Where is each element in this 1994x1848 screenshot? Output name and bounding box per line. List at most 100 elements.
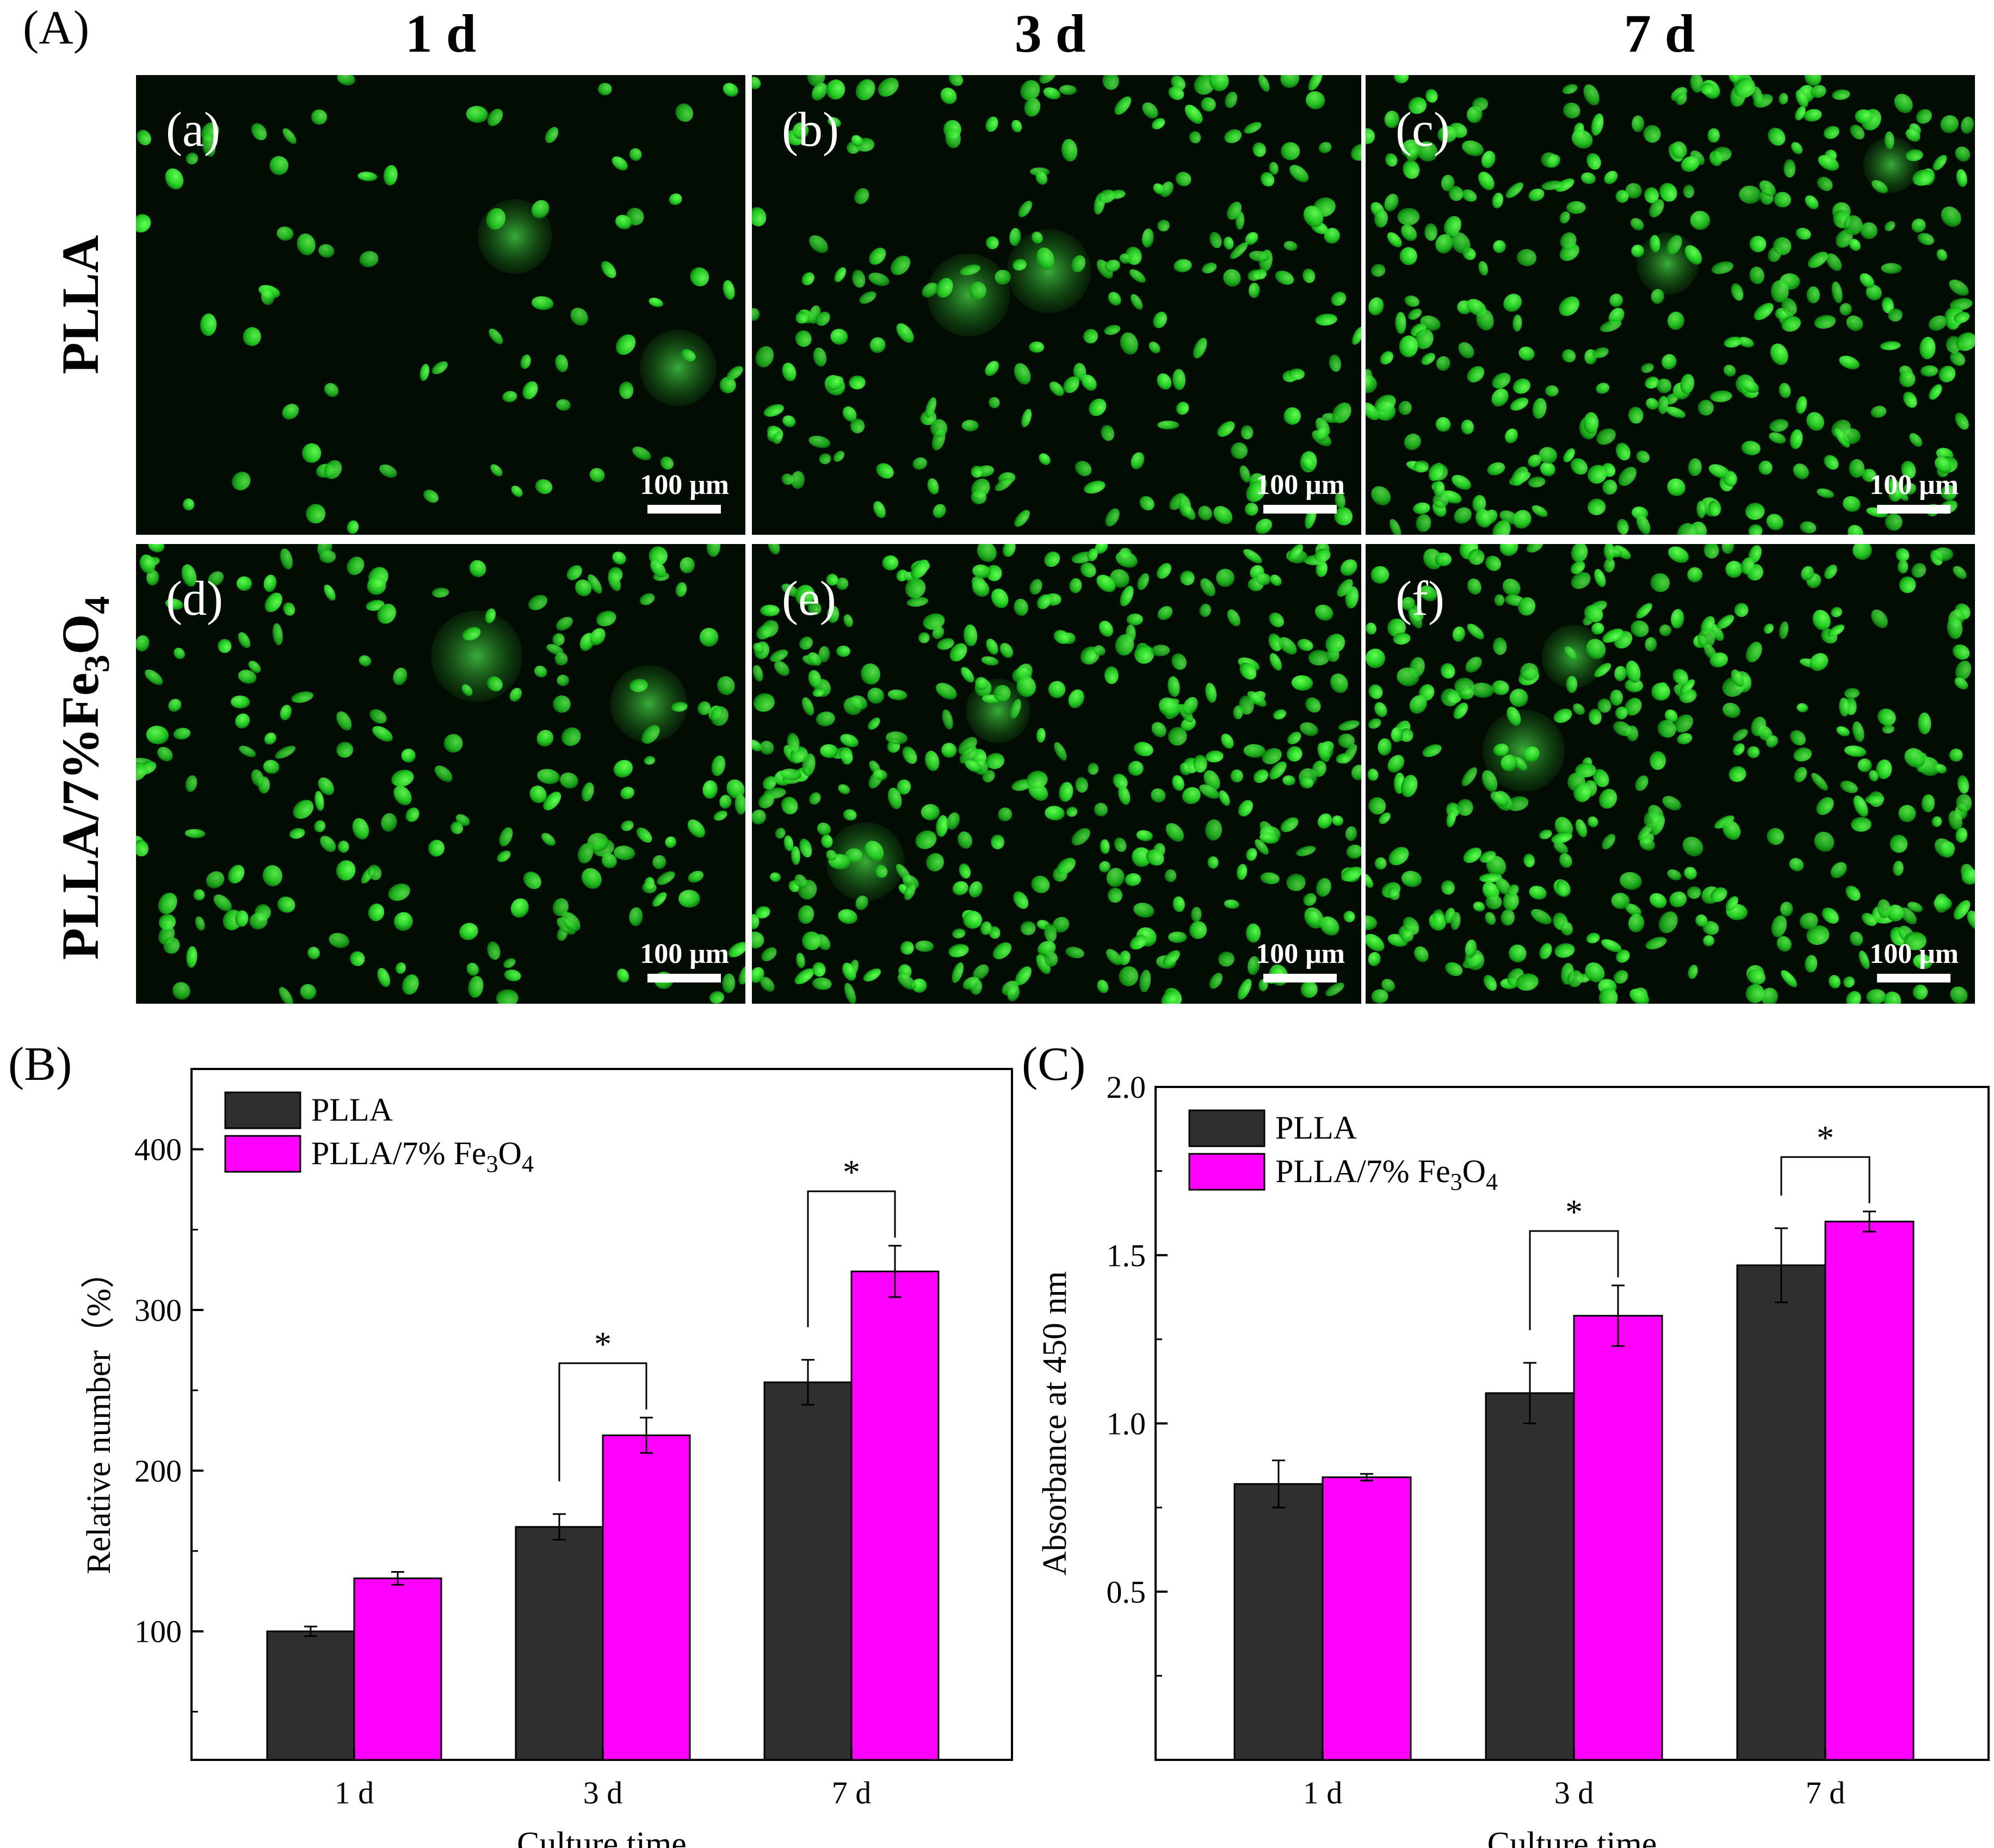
cell xyxy=(1967,910,1975,930)
cell xyxy=(232,472,251,491)
cell xyxy=(888,787,902,809)
cell xyxy=(1828,625,1845,637)
cell xyxy=(1478,171,1495,190)
cell xyxy=(1159,697,1180,718)
cell xyxy=(1541,180,1563,190)
cell xyxy=(752,77,761,90)
cell xyxy=(1724,364,1736,377)
cell xyxy=(1368,951,1381,967)
cell xyxy=(1371,264,1386,277)
cell xyxy=(320,836,336,852)
cell xyxy=(1409,695,1427,714)
cell xyxy=(1758,460,1773,475)
cell xyxy=(1421,353,1435,365)
cell xyxy=(780,768,801,781)
cell xyxy=(1153,183,1164,195)
bar-plla-1d xyxy=(1233,1483,1324,1761)
cell xyxy=(809,792,821,805)
cell xyxy=(1776,936,1792,952)
cell xyxy=(688,870,704,883)
cell xyxy=(1391,727,1403,743)
cell xyxy=(511,485,523,497)
cell xyxy=(235,910,249,927)
cell xyxy=(972,579,990,597)
micro-image-1: (a) 100 μm xyxy=(136,75,745,535)
cell xyxy=(302,443,322,463)
cell xyxy=(1860,273,1874,288)
cell xyxy=(1747,969,1765,985)
out-of-focus-cell xyxy=(610,665,688,743)
cell xyxy=(1300,980,1318,998)
cell xyxy=(1513,378,1530,394)
cell xyxy=(927,478,939,495)
cell xyxy=(1465,940,1477,958)
cell xyxy=(755,346,774,368)
cell xyxy=(828,117,841,128)
cell xyxy=(925,397,937,418)
cell xyxy=(873,501,886,518)
cell xyxy=(781,473,794,485)
significance-star: * xyxy=(1565,1192,1583,1231)
cell xyxy=(801,272,814,286)
cell xyxy=(1684,867,1697,880)
cell xyxy=(1684,245,1702,265)
cell xyxy=(869,248,886,265)
cell xyxy=(1463,847,1482,863)
cell xyxy=(1588,816,1598,827)
cell xyxy=(1690,521,1707,535)
cell xyxy=(902,746,917,764)
cell xyxy=(1597,699,1612,713)
cell xyxy=(711,706,729,726)
cell xyxy=(1723,820,1741,840)
cell xyxy=(1225,91,1238,108)
cell xyxy=(1583,412,1599,434)
cell xyxy=(1907,901,1923,912)
cell xyxy=(1146,849,1164,866)
row-header-plla: PLLA xyxy=(51,235,109,374)
cell xyxy=(1115,634,1134,656)
cell xyxy=(1490,791,1509,807)
cell xyxy=(1050,381,1064,397)
cell xyxy=(868,718,880,730)
cell xyxy=(1316,560,1328,577)
cell xyxy=(850,418,865,434)
cell xyxy=(1248,956,1260,975)
cell xyxy=(1281,142,1300,160)
cell xyxy=(1805,955,1818,973)
cell xyxy=(1723,702,1740,718)
cell xyxy=(1119,253,1131,264)
cell xyxy=(1669,891,1687,907)
cell xyxy=(582,868,602,889)
cell xyxy=(755,906,770,919)
cell xyxy=(1795,106,1806,121)
cell xyxy=(1830,862,1847,879)
cell xyxy=(1651,289,1664,304)
cell xyxy=(535,479,553,495)
out-of-focus-cell xyxy=(640,329,717,406)
column-header-3d: 3 d xyxy=(1015,3,1086,64)
cell xyxy=(1638,824,1652,841)
cell xyxy=(1110,569,1129,588)
cell xyxy=(1403,160,1420,179)
cell xyxy=(282,404,299,420)
cell xyxy=(1151,788,1166,803)
cell xyxy=(836,645,850,657)
cell xyxy=(1436,356,1450,371)
cell xyxy=(621,820,634,831)
cell xyxy=(1269,612,1284,627)
cell xyxy=(1393,632,1411,645)
cell xyxy=(1239,662,1257,680)
cell xyxy=(773,432,783,444)
cell xyxy=(431,361,448,374)
cell xyxy=(1842,428,1861,444)
cell xyxy=(782,415,796,428)
significance-bracket xyxy=(807,1190,896,1327)
cell xyxy=(357,171,378,182)
cell xyxy=(1486,855,1507,876)
bar-plla-3d xyxy=(1485,1392,1575,1761)
cell xyxy=(1853,544,1872,560)
cell xyxy=(1846,315,1863,331)
cell xyxy=(985,753,1004,769)
cell xyxy=(372,726,393,742)
cell xyxy=(1650,751,1666,770)
